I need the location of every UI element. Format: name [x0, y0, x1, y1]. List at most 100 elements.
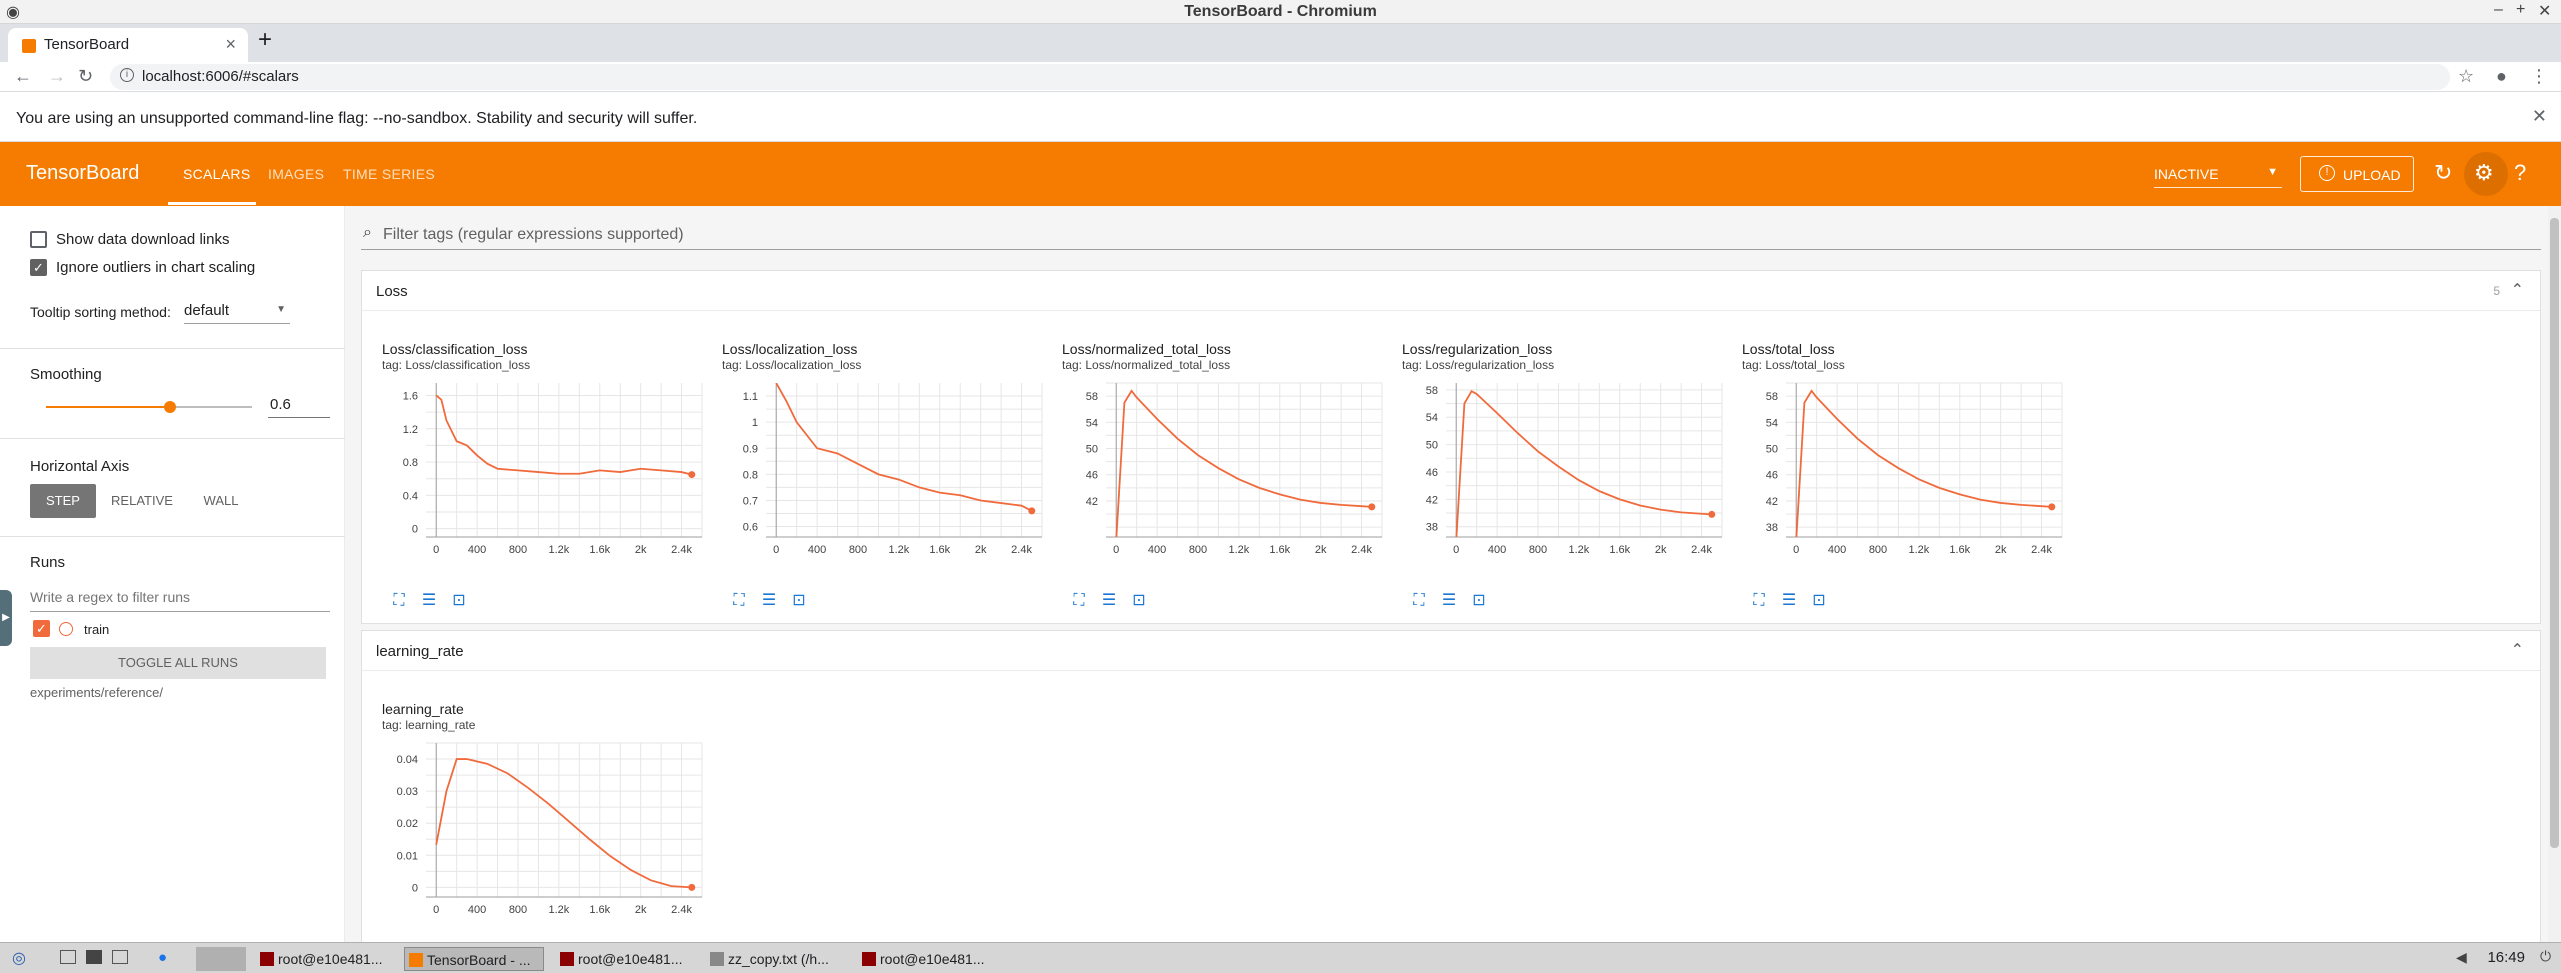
- ignore-outliers-checkbox[interactable]: ✓: [30, 259, 47, 276]
- x-tick-label: 1.6k: [1949, 544, 1970, 556]
- expand-chart-icon[interactable]: ⛶: [1073, 592, 1085, 609]
- close-window-icon[interactable]: ✕: [2538, 3, 2552, 20]
- expand-chart-icon[interactable]: ⛶: [733, 592, 745, 609]
- haxis-step-button[interactable]: STEP: [30, 484, 96, 518]
- collapse-icon[interactable]: ⌃: [2510, 282, 2524, 299]
- haxis-wall-button[interactable]: WALL: [203, 493, 239, 508]
- menu-kebab-icon[interactable]: ⋮: [2530, 66, 2548, 86]
- haxis-relative-button[interactable]: RELATIVE: [111, 493, 173, 508]
- new-tab-icon[interactable]: +: [258, 26, 273, 53]
- inactive-plugin-select[interactable]: INACTIVE ▼: [2154, 160, 2282, 188]
- power-icon[interactable]: ⏻: [2540, 948, 2552, 964]
- tab-images[interactable]: IMAGES: [268, 166, 325, 182]
- tab-scalars[interactable]: SCALARS: [183, 166, 251, 182]
- chart-subtitle: tag: Loss/regularization_loss: [1402, 358, 1555, 372]
- tooltip-sort-select[interactable]: default ▼: [184, 300, 290, 324]
- group-header[interactable]: learning_rate ⌃: [362, 631, 2540, 671]
- series-end-point: [1368, 503, 1376, 511]
- fit-domain-icon[interactable]: ⊡: [452, 592, 466, 609]
- close-tab-icon[interactable]: ×: [225, 34, 236, 54]
- taskbar-item-active[interactable]: TensorBoard - ...: [404, 947, 544, 971]
- refresh-icon[interactable]: ↻: [2434, 160, 2453, 185]
- y-tick-label: 1.2: [403, 424, 418, 436]
- profile-icon[interactable]: ●: [2496, 66, 2507, 86]
- desktop-pager[interactable]: [196, 947, 246, 971]
- runs-filter-input[interactable]: Write a regex to filter runs: [30, 586, 330, 612]
- expand-chart-icon[interactable]: ⛶: [1413, 592, 1425, 609]
- run-color-icon[interactable]: [59, 622, 73, 636]
- toggle-log-scale-icon[interactable]: ☰: [1441, 592, 1457, 609]
- gear-icon[interactable]: ⚙: [2474, 160, 2494, 185]
- y-tick-label: 42: [1426, 494, 1438, 506]
- taskbar-item[interactable]: root@e10e481...: [556, 947, 696, 971]
- chart-svg[interactable]: 0 400 800 1.2k 1.6k 2k 2.4k 0.6 0.7 0.8 0.9 1 1.1: [722, 375, 1062, 580]
- file-manager-icon[interactable]: [60, 950, 76, 964]
- minimize-icon[interactable]: –: [2494, 1, 2503, 18]
- y-tick-label: 50: [1766, 444, 1778, 456]
- editor-icon[interactable]: [112, 950, 128, 964]
- x-tick-label: 2.4k: [671, 544, 692, 556]
- chart-svg[interactable]: 0 400 800 1.2k 1.6k 2k 2.4k 0 0.4 0.8 1.2 1.6: [382, 375, 722, 580]
- fit-domain-icon[interactable]: ⊡: [1472, 592, 1486, 609]
- chart-svg[interactable]: 0 400 800 1.2k 1.6k 2k 2.4k 42 46 50 54 58: [1062, 375, 1402, 580]
- tab-time-series[interactable]: TIME SERIES: [343, 166, 435, 182]
- chart-svg[interactable]: 0 400 800 1.2k 1.6k 2k 2.4k 0 0.01 0.02 0.03 0.04: [382, 735, 722, 940]
- toggle-all-runs-button[interactable]: TOGGLE ALL RUNS: [30, 647, 326, 679]
- dropdown-arrow-icon: ▼: [2267, 166, 2278, 178]
- chart-svg[interactable]: 0 400 800 1.2k 1.6k 2k 2.4k 38 42 46 50 54 58: [1742, 375, 2082, 580]
- back-icon[interactable]: ←: [14, 66, 32, 86]
- x-tick-label: 2.4k: [1011, 544, 1032, 556]
- chart-subtitle: tag: learning_rate: [382, 718, 476, 732]
- smoothing-slider-thumb[interactable]: [164, 401, 176, 413]
- group-header[interactable]: Loss 5 ⌃: [362, 271, 2540, 311]
- x-tick-label: 1.2k: [1568, 544, 1589, 556]
- site-info-icon[interactable]: i: [120, 68, 134, 82]
- maximize-icon[interactable]: +: [2516, 1, 2526, 18]
- x-tick-label: 2.4k: [1691, 544, 1712, 556]
- tag-filter-input[interactable]: ⌕ Filter tags (regular expressions suppo…: [361, 220, 2541, 250]
- fit-domain-icon[interactable]: ⊡: [1812, 592, 1826, 609]
- omnibox[interactable]: i localhost:6006/#scalars: [110, 64, 2450, 90]
- chart-toolbar: ⛶ ☰ ⊡: [1750, 592, 1840, 610]
- browser-tab[interactable]: TensorBoard ×: [8, 28, 248, 62]
- toggle-log-scale-icon[interactable]: ☰: [761, 592, 777, 609]
- y-tick-label: 0.04: [397, 754, 418, 766]
- y-tick-label: 50: [1426, 440, 1438, 452]
- x-tick-label: 2k: [1655, 544, 1667, 556]
- expand-chart-icon[interactable]: ⛶: [1753, 592, 1765, 609]
- tensorboard-brand[interactable]: TensorBoard: [26, 162, 140, 184]
- toggle-log-scale-icon[interactable]: ☰: [421, 592, 437, 609]
- run-train-checkbox[interactable]: ✓: [33, 620, 50, 637]
- volume-icon[interactable]: ◀: [2456, 949, 2467, 965]
- fit-domain-icon[interactable]: ⊡: [792, 592, 806, 609]
- search-icon: ⌕: [363, 224, 372, 241]
- page-scrollbar[interactable]: [2548, 206, 2561, 942]
- expand-chart-icon[interactable]: ⛶: [393, 592, 405, 609]
- browser-launcher-icon[interactable]: ●: [158, 949, 168, 966]
- terminal-icon[interactable]: [86, 950, 102, 964]
- x-tick-label: 1.2k: [548, 904, 569, 916]
- start-menu-icon[interactable]: ◎: [12, 950, 26, 967]
- fit-domain-icon[interactable]: ⊡: [1132, 592, 1146, 609]
- bookmark-star-icon[interactable]: ☆: [2458, 66, 2475, 86]
- taskbar-item[interactable]: root@e10e481...: [256, 947, 396, 971]
- forward-icon[interactable]: →: [48, 66, 66, 86]
- help-icon[interactable]: ?: [2514, 160, 2527, 185]
- upload-button[interactable]: ! UPLOAD: [2300, 156, 2414, 192]
- toggle-log-scale-icon[interactable]: ☰: [1101, 592, 1117, 609]
- scrollbar-thumb[interactable]: [2550, 218, 2559, 848]
- url-text[interactable]: localhost:6006/#scalars: [142, 68, 299, 85]
- reload-icon[interactable]: ↻: [78, 66, 94, 86]
- infobar-close-icon[interactable]: ✕: [2531, 106, 2547, 126]
- collapse-icon[interactable]: ⌃: [2510, 642, 2524, 659]
- smoothing-input[interactable]: 0.6: [268, 394, 330, 418]
- toggle-log-scale-icon[interactable]: ☰: [1781, 592, 1797, 609]
- sidebar-expand-icon[interactable]: ▶: [0, 590, 12, 646]
- taskbar-item[interactable]: root@e10e481...: [858, 947, 998, 971]
- chart-svg[interactable]: 0 400 800 1.2k 1.6k 2k 2.4k 38 42 46 50 54 58: [1402, 375, 1742, 580]
- show-download-checkbox[interactable]: [30, 231, 47, 248]
- taskbar-item[interactable]: zz_copy.txt (/h...: [706, 947, 846, 971]
- group-title: learning_rate: [376, 643, 464, 660]
- tensorboard-favicon-icon: [22, 39, 36, 53]
- address-bar-row: ← → ↻ i localhost:6006/#scalars ☆ ● ⋮: [0, 62, 2561, 92]
